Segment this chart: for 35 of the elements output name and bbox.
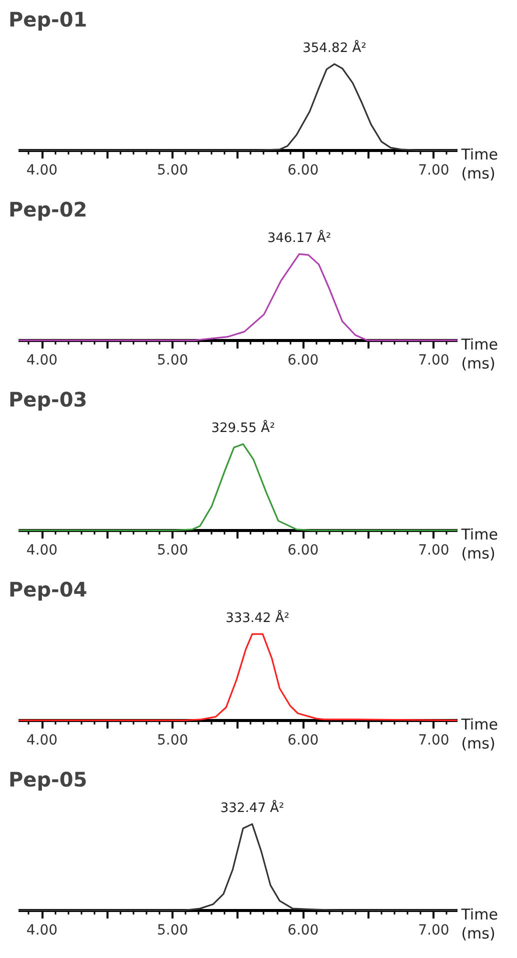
x-tick-label: 6.00: [288, 922, 319, 938]
x-tick-label: 7.00: [418, 732, 450, 748]
x-tick-label: 4.00: [26, 542, 58, 558]
x-tick-label: 6.00: [288, 542, 319, 558]
chart-title: Pep-03: [8, 388, 88, 412]
x-tick-label: 4.00: [26, 162, 58, 178]
chart-title: Pep-02: [8, 198, 88, 222]
x-axis-title: Time (ms): [460, 145, 498, 182]
x-tick-label: 4.00: [26, 922, 58, 938]
x-axis-title: Time (ms): [460, 715, 498, 752]
annotation: 329.55 Å²: [211, 419, 275, 436]
x-tick-label: 7.00: [418, 352, 450, 368]
x-tick-label: 5.00: [156, 542, 188, 558]
x-tick-label: 6.00: [288, 162, 319, 178]
annotation: 354.82 Å²: [302, 39, 366, 56]
x-tick-label: 5.00: [156, 162, 188, 178]
annotation: 346.17 Å²: [267, 229, 332, 246]
x-tick-label: 4.00: [26, 352, 58, 368]
x-tick-label: 7.00: [418, 922, 450, 938]
x-tick-label: 6.00: [288, 732, 319, 748]
x-tick-label: 5.00: [156, 352, 188, 368]
x-tick-label: 5.00: [156, 922, 188, 938]
x-tick-label: 5.00: [156, 732, 188, 748]
x-tick-label: 4.00: [26, 732, 58, 748]
x-axis-title: Time (ms): [460, 905, 498, 942]
annotation: 332.47 Å²: [220, 799, 284, 816]
x-axis-title: Time (ms): [460, 525, 498, 562]
chart-title: Pep-04: [8, 578, 88, 602]
x-axis-title: Time (ms): [460, 335, 498, 372]
x-tick-label: 7.00: [418, 542, 450, 558]
annotation: 333.42 Å²: [226, 609, 290, 626]
x-tick-label: 6.00: [288, 352, 319, 368]
chart-title: Pep-05: [8, 768, 88, 792]
x-tick-label: 7.00: [418, 162, 450, 178]
chart-title: Pep-01: [8, 8, 88, 32]
